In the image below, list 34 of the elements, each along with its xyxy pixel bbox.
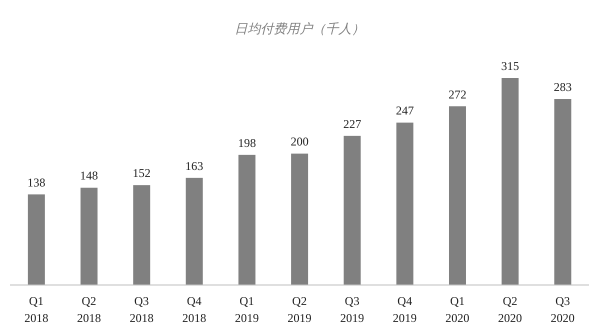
x-tick-label: Q3 2020 [550,294,575,325]
data-label: 138 [27,175,46,190]
data-label: 247 [396,104,414,118]
data-label: 200 [290,134,309,149]
data-label: 283 [554,80,572,94]
bar [238,154,256,285]
data-label: 272 [448,87,466,102]
data-label: 163 [185,158,204,173]
bar [396,122,414,285]
data-label: 227 [343,116,362,131]
chart-title: 日均付费用户（千人） [234,21,366,38]
x-tick-label: Q1 2019 [234,294,259,325]
x-tick-label: Q3 2019 [340,294,364,325]
bar [554,99,572,285]
bar [133,185,150,285]
x-tick-label: Q4 2018 [182,294,206,325]
bar [80,188,98,285]
x-tick-label: Q4 2019 [392,294,417,325]
x-tick-label: Q1 2018 [24,294,48,325]
data-label: 148 [80,168,98,183]
x-tick-label: Q3 2018 [130,294,154,325]
bar [344,136,361,285]
bar [291,154,308,285]
x-tick-label: Q2 2018 [76,294,101,325]
data-label: 315 [501,59,520,73]
bar [28,194,45,285]
x-tick-label: Q2 2019 [288,294,312,325]
x-tick-label: Q2 2020 [498,294,522,325]
data-label: 152 [132,166,151,180]
bar [448,106,466,285]
bar [186,178,203,285]
x-tick-label: Q1 2020 [445,294,470,325]
data-label: 198 [238,136,256,150]
bar [502,78,519,285]
